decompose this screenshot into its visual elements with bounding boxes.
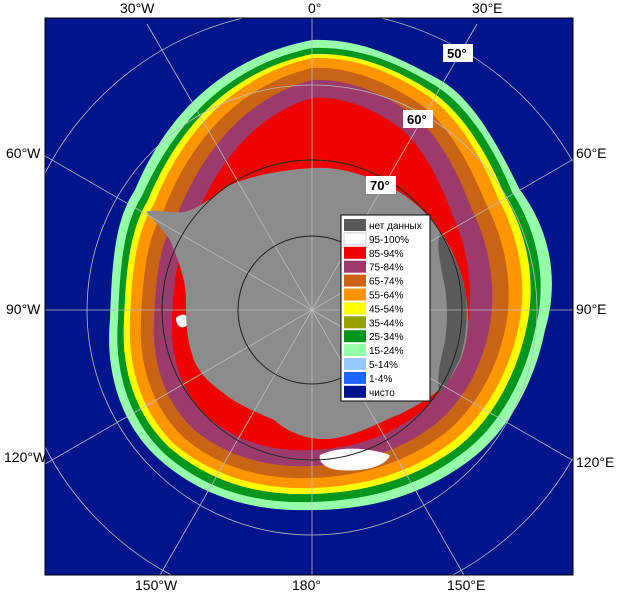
legend-label: 95-100%: [369, 235, 409, 246]
lon-label-right-90e: 90°E: [576, 301, 607, 317]
legend-label: 1-4%: [369, 374, 392, 385]
legend-label: 25-34%: [369, 332, 404, 343]
legend-label: 75-84%: [369, 263, 404, 274]
lat-label-50: 50°: [447, 46, 467, 61]
legend-swatch: [344, 371, 366, 384]
legend-label: 55-64%: [369, 291, 404, 302]
legend-swatch: [343, 232, 367, 246]
legend-swatch: [344, 260, 366, 273]
legend-swatch: [344, 219, 366, 231]
lon-label-bottom-150w: 150°W: [135, 577, 178, 593]
legend-label: 35-44%: [369, 318, 404, 329]
legend-swatch: [344, 274, 366, 287]
lon-label-top-0: 0°: [308, 0, 321, 16]
legend-swatch: [344, 246, 366, 259]
no-data-zone: [438, 232, 467, 394]
map-frame: [44, 17, 574, 576]
legend-swatch: [344, 330, 366, 343]
legend-swatch: [344, 344, 366, 357]
legend: нет данных 95-100% 85-94% 75-84% 65-74% 55-64…: [340, 214, 431, 402]
legend-label: 85-94%: [369, 249, 404, 260]
lon-label-top-30e: 30°E: [472, 0, 503, 16]
legend-swatch: [344, 302, 366, 315]
latitude-labels: 50° 60° 70°: [366, 44, 473, 194]
lon-label-bottom-150e: 150°E: [447, 577, 485, 593]
lon-label-bottom-180: 180°: [292, 577, 321, 593]
lat-label-70: 70°: [370, 178, 390, 193]
legend-swatch: [344, 358, 366, 370]
legend-label: 45-54%: [369, 304, 404, 315]
ice-patch-95-100: [319, 448, 390, 471]
legend-label: чисто: [369, 388, 395, 399]
lon-label-right-60e: 60°E: [576, 145, 607, 161]
legend-label: 65-74%: [369, 277, 404, 288]
legend-label: 15-24%: [369, 346, 404, 357]
lon-label-left-120w: 120°W: [4, 449, 47, 465]
legend-swatch: [344, 385, 366, 398]
legend-label: 5-14%: [369, 360, 398, 371]
ice-patch-95-100: [176, 314, 189, 328]
legend-label: нет данных: [369, 221, 422, 232]
longitude-labels: 30°W 0° 30°E 150°W 180° 150°E 60°W 90°W …: [4, 0, 614, 593]
lon-label-left-90w: 90°W: [6, 301, 41, 317]
legend-swatch: [344, 316, 366, 329]
lon-label-top-30w: 30°W: [120, 0, 155, 16]
lat-label-60: 60°: [407, 112, 427, 127]
lon-label-left-60w: 60°W: [6, 145, 41, 161]
lon-label-right-120e: 120°E: [576, 454, 614, 470]
legend-swatch: [344, 288, 366, 301]
